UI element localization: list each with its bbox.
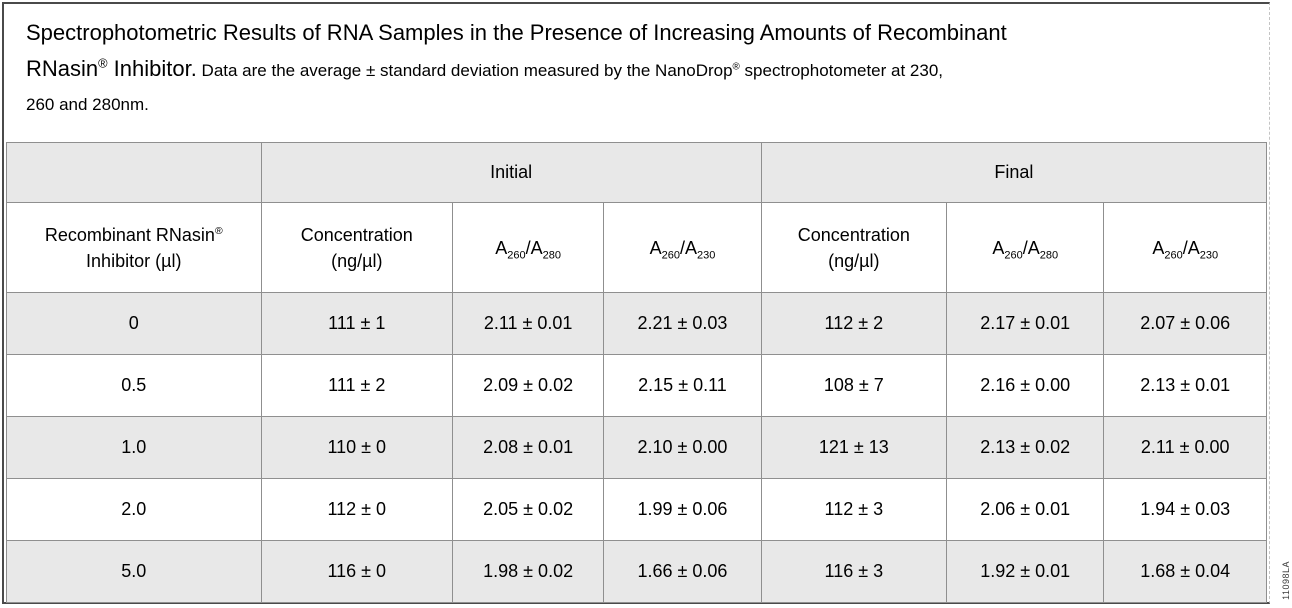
- registered-mark-icon: ®: [732, 61, 740, 73]
- cell-initial-a260-a230: 2.21 ± 0.03: [603, 292, 762, 355]
- col-header-a260-a230-final: A260/A230: [1103, 202, 1267, 293]
- results-table: Initial Final Recombinant RNasin® Inhibit…: [6, 142, 1268, 603]
- figure-frame: Spectrophotometric Results of RNA Sample…: [2, 2, 1270, 604]
- cell-final-a260-a230: 2.07 ± 0.06: [1103, 292, 1267, 355]
- table-row: 0.5 111 ± 2 2.09 ± 0.02 2.15 ± 0.11 108 …: [6, 354, 1267, 417]
- cell-initial-a260-a230: 2.10 ± 0.00: [603, 416, 762, 479]
- cell-inhibitor: 1.0: [6, 416, 262, 479]
- cell-initial-a260-a280: 2.08 ± 0.01: [452, 416, 605, 479]
- corner-cell: [6, 142, 262, 203]
- col-header-a260-a280-initial: A260/A280: [452, 202, 605, 293]
- cell-final-concentration: 121 ± 13: [760, 416, 947, 479]
- cell-final-a260-a280: 1.92 ± 0.01: [945, 540, 1105, 603]
- cell-final-a260-a280: 2.06 ± 0.01: [945, 478, 1105, 541]
- cell-final-a260-a230: 1.94 ± 0.03: [1103, 478, 1267, 541]
- group-header-final: Final: [760, 142, 1268, 203]
- cell-final-a260-a230: 1.68 ± 0.04: [1103, 540, 1267, 603]
- title-line-3: 260 and 280nm.: [26, 95, 149, 114]
- col-header-concentration-initial: Concentration (ng/µl): [260, 202, 454, 293]
- registered-mark-icon: ®: [98, 55, 108, 71]
- cell-inhibitor: 0: [6, 292, 262, 355]
- cell-final-concentration: 116 ± 3: [760, 540, 947, 603]
- cell-final-concentration: 112 ± 3: [760, 478, 947, 541]
- cell-final-a260-a280: 2.16 ± 0.00: [945, 354, 1105, 417]
- col-header-a260-a280-final: A260/A280: [945, 202, 1105, 293]
- figure-title: Spectrophotometric Results of RNA Sample…: [4, 4, 1269, 122]
- cell-initial-a260-a230: 1.66 ± 0.06: [603, 540, 762, 603]
- cell-initial-concentration: 110 ± 0: [260, 416, 454, 479]
- cell-final-concentration: 108 ± 7: [760, 354, 947, 417]
- col-header-concentration-final: Concentration (ng/µl): [760, 202, 947, 293]
- cell-initial-a260-a230: 1.99 ± 0.06: [603, 478, 762, 541]
- cell-initial-concentration: 111 ± 2: [260, 354, 454, 417]
- col-header-a260-a230-initial: A260/A230: [603, 202, 762, 293]
- cell-inhibitor: 2.0: [6, 478, 262, 541]
- table-row: 1.0 110 ± 0 2.08 ± 0.01 2.10 ± 0.00 121 …: [6, 416, 1267, 479]
- registered-mark-icon: ®: [214, 225, 223, 237]
- title-caption: Data are the average ± standard deviatio…: [196, 61, 943, 80]
- cell-initial-concentration: 112 ± 0: [260, 478, 454, 541]
- cell-inhibitor: 5.0: [6, 540, 262, 603]
- col-header-inhibitor: Recombinant RNasin® Inhibitor (µl): [6, 202, 262, 293]
- cell-initial-concentration: 111 ± 1: [260, 292, 454, 355]
- cell-final-a260-a280: 2.17 ± 0.01: [945, 292, 1105, 355]
- title-line-2-bold: RNasin® Inhibitor.: [26, 55, 197, 81]
- cell-final-a260-a230: 2.13 ± 0.01: [1103, 354, 1267, 417]
- cell-initial-concentration: 116 ± 0: [260, 540, 454, 603]
- cell-initial-a260-a280: 2.11 ± 0.01: [452, 292, 605, 355]
- cell-final-concentration: 112 ± 2: [760, 292, 947, 355]
- group-header-initial: Initial: [260, 142, 762, 203]
- cell-final-a260-a280: 2.13 ± 0.02: [945, 416, 1105, 479]
- cell-initial-a260-a280: 2.09 ± 0.02: [452, 354, 605, 417]
- title-line-1: Spectrophotometric Results of RNA Sample…: [26, 20, 1007, 45]
- cell-inhibitor: 0.5: [6, 354, 262, 417]
- figure-code-label: 11098LA: [1281, 561, 1291, 600]
- table-row: 2.0 112 ± 0 2.05 ± 0.02 1.99 ± 0.06 112 …: [6, 478, 1267, 541]
- table-row: 0 111 ± 1 2.11 ± 0.01 2.21 ± 0.03 112 ± …: [6, 292, 1267, 355]
- cell-initial-a260-a280: 2.05 ± 0.02: [452, 478, 605, 541]
- table-row: 5.0 116 ± 0 1.98 ± 0.02 1.66 ± 0.06 116 …: [6, 540, 1267, 603]
- cell-initial-a260-a280: 1.98 ± 0.02: [452, 540, 605, 603]
- cell-initial-a260-a230: 2.15 ± 0.11: [603, 354, 762, 417]
- cell-final-a260-a230: 2.11 ± 0.00: [1103, 416, 1267, 479]
